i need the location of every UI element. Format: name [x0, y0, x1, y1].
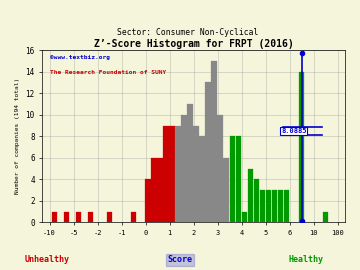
Bar [152, 158, 157, 222]
Bar [52, 212, 57, 222]
Bar [235, 136, 241, 222]
Bar [248, 168, 253, 222]
Text: The Research Foundation of SUNY: The Research Foundation of SUNY [50, 70, 166, 75]
Bar [107, 212, 112, 222]
Bar [299, 72, 305, 222]
Bar [157, 158, 163, 222]
Bar [64, 212, 69, 222]
Bar [323, 212, 328, 222]
Bar [131, 212, 136, 222]
Text: Sector: Consumer Non-Cyclical: Sector: Consumer Non-Cyclical [117, 28, 258, 37]
Text: Healthy: Healthy [288, 255, 324, 264]
Bar [217, 115, 223, 222]
Bar [271, 190, 277, 222]
Bar [224, 158, 229, 222]
Bar [253, 179, 259, 222]
Bar [260, 190, 265, 222]
Bar [175, 126, 181, 222]
Bar [170, 126, 175, 222]
Bar [76, 212, 81, 222]
Bar [163, 126, 169, 222]
Text: Score: Score [167, 255, 193, 264]
Bar [242, 212, 247, 222]
Bar [266, 190, 271, 222]
Text: Unhealthy: Unhealthy [24, 255, 69, 264]
Bar [193, 126, 199, 222]
Bar [230, 136, 235, 222]
Bar [188, 104, 193, 222]
Text: 8.0885: 8.0885 [281, 128, 307, 134]
Bar [278, 190, 283, 222]
Bar [284, 190, 289, 222]
Bar [206, 82, 211, 222]
Bar [88, 212, 93, 222]
Bar [181, 115, 187, 222]
Text: ©www.textbiz.org: ©www.textbiz.org [50, 55, 110, 60]
Bar [145, 179, 151, 222]
Bar [199, 136, 205, 222]
Bar [211, 61, 217, 222]
Title: Z’-Score Histogram for FRPT (2016): Z’-Score Histogram for FRPT (2016) [94, 39, 294, 49]
Y-axis label: Number of companies (194 total): Number of companies (194 total) [15, 78, 20, 194]
